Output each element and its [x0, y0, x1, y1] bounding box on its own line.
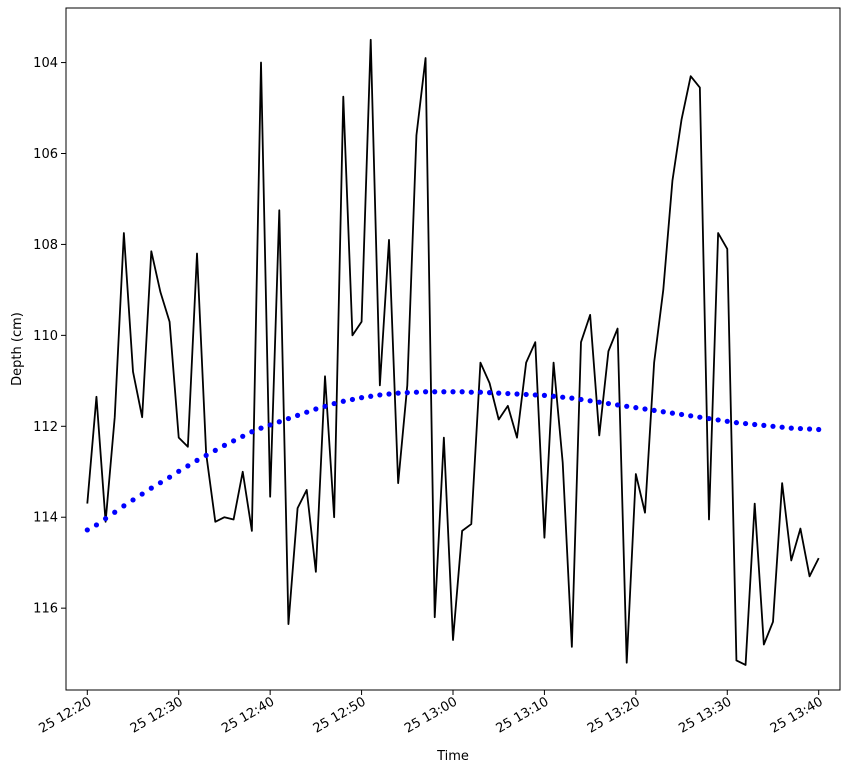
series-line-0	[86, 38, 820, 666]
dot-point	[560, 394, 566, 400]
dot-point	[377, 392, 383, 398]
dot-point	[285, 415, 292, 422]
dot-point	[121, 503, 127, 509]
dot-point	[514, 391, 520, 397]
dot-point	[496, 390, 502, 396]
dot-point	[477, 389, 484, 395]
dot-point	[678, 411, 685, 418]
dot-point	[148, 485, 154, 491]
dot-point	[340, 398, 346, 404]
dot-point	[779, 424, 785, 430]
dot-point	[541, 392, 548, 398]
dot-point	[742, 420, 749, 427]
dot-point	[532, 392, 538, 398]
y-axis: 104 106 108 110 112 114 116	[33, 56, 66, 617]
dot-point	[450, 389, 456, 395]
dot-point	[733, 420, 740, 426]
dot-point	[368, 393, 374, 399]
dot-point	[432, 389, 438, 395]
dot-point	[761, 422, 767, 428]
plot-area	[84, 38, 822, 666]
dot-point	[797, 425, 804, 432]
dot-point	[422, 389, 429, 395]
dot-point	[230, 438, 237, 444]
dot-point	[770, 423, 776, 429]
dot-point	[84, 527, 90, 533]
dot-point	[486, 390, 493, 396]
dot-point	[441, 389, 447, 395]
dot-point	[633, 405, 639, 411]
dot-point	[404, 390, 410, 396]
dot-point	[642, 406, 648, 412]
y-axis-title: Depth (cm)	[10, 312, 25, 386]
dot-point	[614, 402, 621, 408]
dot-point	[194, 457, 200, 463]
dot-point	[651, 407, 657, 413]
dot-point	[788, 425, 794, 431]
dot-point	[166, 474, 173, 480]
dot-point	[221, 442, 228, 448]
dot-point	[313, 406, 319, 412]
dot-point	[130, 497, 136, 503]
dot-point	[395, 390, 401, 396]
dot-point	[93, 522, 100, 528]
dot-point	[523, 391, 529, 398]
dot-point	[413, 389, 420, 395]
dot-point	[706, 415, 712, 422]
dot-point	[505, 390, 511, 397]
dot-point	[176, 468, 182, 474]
y-tick-label: 108	[33, 238, 58, 253]
dot-point	[331, 400, 337, 407]
dot-point	[386, 391, 392, 397]
y-tick-label: 112	[33, 420, 58, 435]
dot-point	[550, 393, 557, 399]
dot-point	[816, 426, 822, 433]
dot-point	[267, 422, 273, 428]
dot-point	[806, 426, 813, 432]
dot-point	[139, 491, 145, 497]
dot-point	[468, 389, 474, 395]
dot-point	[322, 403, 328, 409]
dot-point	[605, 400, 612, 407]
dot-point	[304, 409, 310, 415]
x-axis-title: Time	[436, 749, 469, 764]
dot-point	[752, 421, 758, 428]
dot-point	[624, 403, 630, 409]
dot-point	[157, 480, 164, 486]
dot-point	[240, 433, 246, 439]
dot-point	[203, 452, 209, 458]
dot-point	[212, 447, 218, 453]
dot-point	[697, 414, 703, 420]
dot-point	[102, 515, 109, 522]
dot-point	[724, 418, 730, 424]
dot-point	[587, 398, 593, 404]
dot-point	[596, 399, 602, 405]
dot-point	[688, 413, 694, 419]
y-tick-label: 106	[33, 147, 58, 162]
dot-point	[660, 409, 666, 415]
dot-point	[358, 395, 365, 401]
dot-point	[249, 429, 255, 435]
y-tick-label: 104	[33, 56, 58, 71]
dot-point	[349, 396, 356, 403]
dot-point	[569, 395, 575, 401]
dot-point	[276, 419, 282, 425]
dot-point	[294, 412, 301, 418]
y-tick-label: 110	[33, 329, 58, 344]
dot-point	[185, 463, 191, 469]
dot-point	[112, 509, 118, 515]
dot-point	[578, 396, 584, 403]
dot-point	[459, 389, 465, 395]
dot-point	[669, 410, 676, 416]
y-tick-label: 114	[33, 511, 58, 526]
y-tick-label: 116	[33, 602, 58, 617]
dot-point	[715, 417, 721, 423]
dot-point	[258, 425, 264, 431]
